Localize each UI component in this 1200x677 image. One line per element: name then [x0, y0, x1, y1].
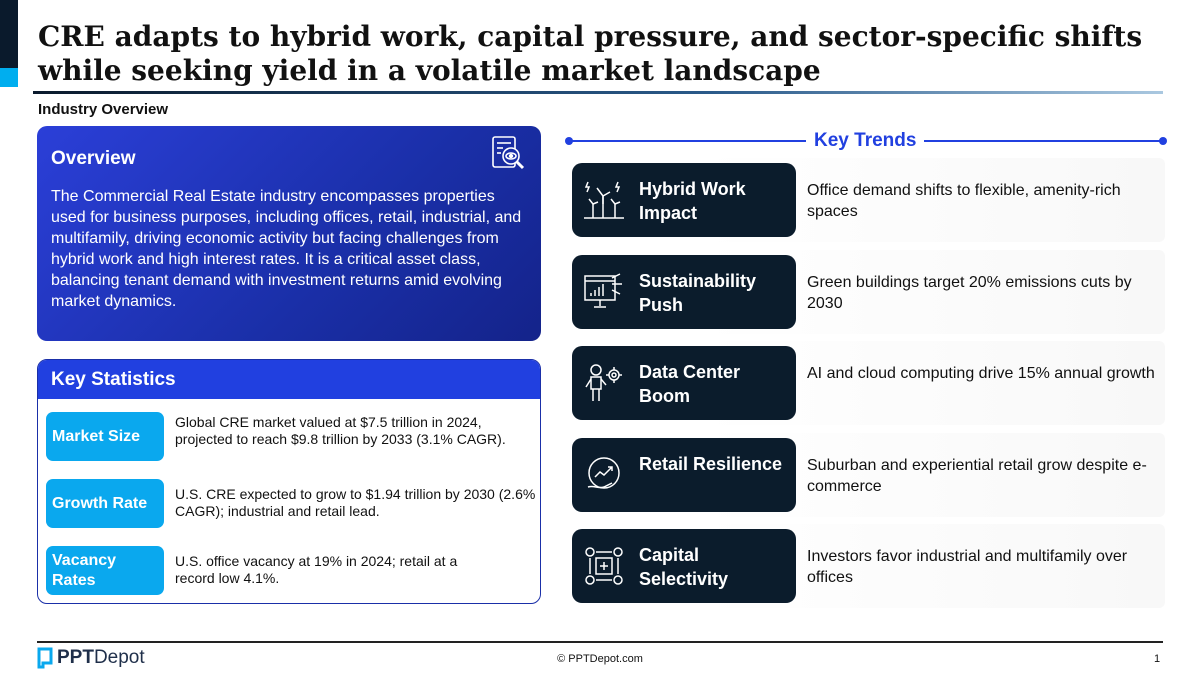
- wind-turbine-icon: [584, 181, 624, 219]
- hand-growth-icon: [587, 457, 620, 489]
- stat-row: Growth Rate U.S. CRE expected to grow to …: [46, 479, 536, 528]
- accent-bar-dark: [0, 0, 18, 68]
- overview-text: The Commercial Real Estate industry enco…: [51, 188, 522, 310]
- section-subtitle: Industry Overview: [38, 101, 169, 118]
- trend-description: Office demand shifts to flexible, amenit…: [807, 182, 1121, 220]
- robot-gear-icon: [585, 364, 622, 401]
- stat-row: Market Size Global CRE market valued at $…: [46, 412, 536, 461]
- divider-dot: [1159, 137, 1167, 145]
- pptdepot-logo: PPTDepot: [37, 647, 145, 669]
- key-statistics-heading: Key Statistics: [38, 360, 540, 399]
- accent-bar-cyan: [0, 68, 18, 87]
- stat-text: U.S. office vacancy at 19% in 2024; reta…: [175, 553, 458, 586]
- key-statistics-panel: Key Statistics Market Size Global CRE mar…: [37, 359, 541, 604]
- stat-label: Vacancy Rates: [46, 546, 164, 595]
- logo-bold: PPT: [57, 647, 94, 668]
- logo-rest: Depot: [93, 647, 145, 668]
- copyright: © PPTDepot.com: [557, 653, 643, 665]
- trend-name: Data Center Boom: [639, 362, 741, 406]
- overview-heading: Overview: [51, 148, 136, 169]
- stat-text: Global CRE market valued at $7.5 trillio…: [175, 414, 506, 447]
- trend-description: Suburban and experiential retail grow de…: [807, 457, 1147, 495]
- trend-name: Hybrid Work Impact: [639, 179, 746, 223]
- trend-card: Hybrid Work Impact: [572, 163, 796, 237]
- logo-mark-icon: [37, 647, 53, 669]
- document-search-icon: [492, 136, 525, 170]
- stat-text: U.S. CRE expected to grow to $1.94 trill…: [175, 486, 536, 519]
- divider-dot: [565, 137, 573, 145]
- trend-name: Sustainability Push: [639, 271, 757, 315]
- stat-label: Market Size: [46, 412, 164, 461]
- page-number: 1: [1154, 653, 1161, 665]
- stat-label: Growth Rate: [46, 479, 164, 528]
- trend-name: Capital Selectivity: [639, 545, 729, 589]
- key-trends-heading: Key Trends: [806, 130, 925, 152]
- trend-card: Data Center Boom: [572, 346, 796, 420]
- footer-divider: [37, 641, 1163, 643]
- overview-panel: Overview The Commercial Real Estate indu…: [37, 126, 541, 341]
- gears-process-icon: [585, 547, 623, 585]
- title-divider: [33, 91, 1163, 94]
- trend-name: Retail Resilience: [639, 454, 783, 474]
- trend-description: AI and cloud computing drive 15% annual …: [807, 365, 1155, 382]
- trend-description: Investors favor industrial and multifami…: [807, 548, 1128, 586]
- trend-card: Capital Selectivity: [572, 529, 796, 603]
- page-title: CRE adapts to hybrid work, capital press…: [38, 20, 1143, 87]
- trend-card: Sustainability Push: [572, 255, 796, 329]
- trend-description: Green buildings target 20% emissions cut…: [807, 274, 1132, 312]
- monitor-chart-icon: [584, 273, 622, 308]
- stat-row: Vacancy Rates U.S. office vacancy at 19% …: [46, 546, 536, 595]
- trend-card: Retail Resilience: [572, 438, 796, 512]
